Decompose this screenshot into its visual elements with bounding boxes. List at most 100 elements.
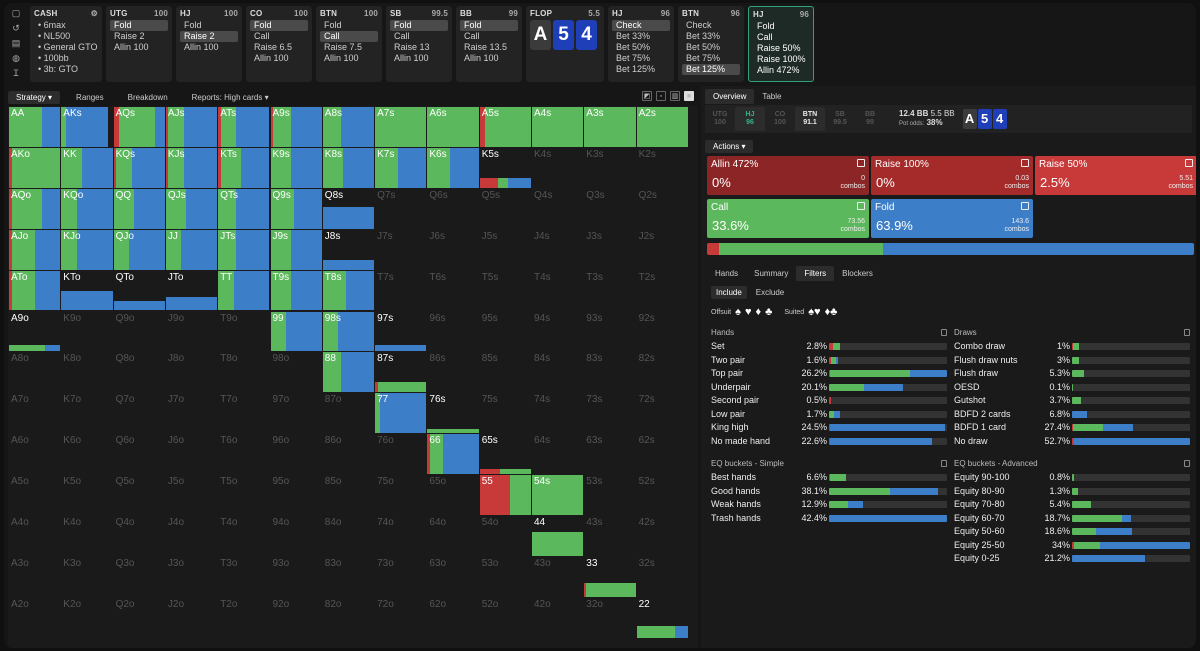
hand-cell[interactable]: K7o [61, 393, 112, 433]
action-box-raise-50-[interactable]: Raise 50% 2.5% 5.51 combos [1035, 156, 1196, 195]
position-chip[interactable]: CO 100 [765, 111, 795, 127]
hand-cell[interactable]: K9s [270, 147, 322, 188]
hand-cell[interactable]: 84o [323, 516, 374, 556]
disk-icon[interactable]: ▤ [11, 38, 21, 48]
hand-cell[interactable]: 64o [427, 516, 478, 556]
hand-cell[interactable]: 52o [480, 598, 531, 638]
hand-cell[interactable]: J7o [166, 393, 217, 433]
position-chip[interactable]: BTN 91.1 [795, 107, 825, 131]
gamepad-icon[interactable]: ◍ [12, 53, 20, 63]
stat-row[interactable]: Set 2.8% [711, 340, 947, 354]
hand-cell[interactable]: T5o [218, 475, 269, 515]
hand-cell[interactable]: J3o [166, 557, 217, 597]
hand-cell[interactable]: 54s [532, 475, 584, 515]
hand-cell[interactable]: 86o [323, 434, 374, 474]
hand-cell[interactable]: 43o [532, 557, 583, 597]
hand-cell[interactable]: 93s [584, 312, 635, 352]
action-option[interactable]: Allin 100 [394, 53, 429, 63]
save-icon[interactable]: ▢ [11, 8, 21, 18]
action-option[interactable]: Bet 33% [616, 31, 651, 41]
hand-cell[interactable]: A4s [532, 107, 584, 147]
hand-cell[interactable]: QJs [165, 188, 218, 229]
hand-cell[interactable]: Q6s [427, 189, 478, 229]
hand-cell[interactable]: 88 [322, 352, 375, 393]
hand-cell[interactable]: 97s [375, 312, 427, 352]
hand-cell[interactable]: Q7o [114, 393, 165, 433]
hand-cell[interactable]: 63s [584, 434, 635, 474]
position-chip[interactable]: BB 99 [855, 111, 885, 127]
stat-row[interactable]: Low pair 1.7% [711, 408, 947, 422]
hand-cell[interactable]: K9o [61, 312, 112, 352]
hand-cell[interactable]: Q9o [114, 312, 165, 352]
hand-cell[interactable]: KK [61, 147, 113, 188]
hand-cell[interactable]: 54o [480, 516, 531, 556]
action-option[interactable]: Allin 100 [114, 42, 149, 52]
action-option[interactable]: Fold [390, 20, 448, 31]
hand-cell[interactable]: 32o [584, 598, 635, 638]
hand-cell[interactable]: J6s [427, 230, 478, 270]
hand-cell[interactable]: 94o [271, 516, 322, 556]
hand-cell[interactable]: 86s [427, 352, 478, 392]
position-chip[interactable]: HJ 96 [735, 107, 765, 131]
hand-cell[interactable]: J4o [166, 516, 217, 556]
hand-cell[interactable]: 85o [323, 475, 374, 515]
stat-row[interactable]: Equity 80-90 1.3% [954, 485, 1190, 499]
hand-cell[interactable]: 94s [532, 312, 583, 352]
hand-cell[interactable]: 95o [271, 475, 322, 515]
hand-cell[interactable]: A4o [9, 516, 60, 556]
action-option[interactable]: Bet 50% [616, 42, 651, 52]
hand-cell[interactable]: J2o [166, 598, 217, 638]
hand-cell[interactable]: Q8o [114, 352, 165, 392]
stat-row[interactable]: Second pair 0.5% [711, 394, 947, 408]
hand-cell[interactable]: A2s [636, 107, 688, 147]
hand-cell[interactable]: Q3o [114, 557, 165, 597]
tab-filters[interactable]: Filters [796, 266, 835, 281]
hand-cell[interactable]: 42s [637, 516, 688, 556]
action-option[interactable]: Bet 125% [682, 64, 740, 75]
hand-cell[interactable]: AJs [165, 107, 218, 147]
hand-cell[interactable]: A7s [375, 107, 427, 147]
hand-cell[interactable]: Q4s [532, 189, 583, 229]
action-option[interactable]: Raise 100% [757, 54, 806, 64]
hand-cell[interactable]: 65o [427, 475, 478, 515]
stat-row[interactable]: Top pair 26.2% [711, 367, 947, 381]
hand-cell[interactable]: K5s [479, 148, 531, 188]
hand-cell[interactable]: 62s [637, 434, 688, 474]
stat-row[interactable]: Equity 25-50 34% [954, 539, 1190, 553]
hand-cell[interactable]: JJ [165, 229, 218, 270]
hand-cell[interactable]: AQs [113, 107, 165, 147]
hand-cell[interactable]: A9s [270, 107, 322, 147]
hand-cell[interactable]: 73s [584, 393, 635, 433]
hand-cell[interactable]: 87s [375, 352, 427, 393]
exclude-button[interactable]: Exclude [755, 288, 785, 297]
position-card-btn[interactable]: BTN 96 Check Bet 33% Bet 50% Bet 75% Bet 125% [678, 6, 744, 82]
hand-cell[interactable]: 83o [323, 557, 374, 597]
club-icon[interactable]: ♣ [765, 306, 773, 318]
stat-row[interactable]: Combo draw 1% [954, 340, 1190, 354]
action-option[interactable]: Fold [110, 20, 168, 31]
hand-cell[interactable]: QTo [113, 271, 165, 311]
hand-cell[interactable]: 92s [637, 312, 688, 352]
action-option[interactable]: Bet 75% [616, 53, 651, 63]
hand-cell[interactable]: A5o [9, 475, 60, 515]
filter-icon[interactable] [1021, 159, 1029, 167]
filter-icon[interactable] [1185, 159, 1193, 167]
suited-diamond-icon[interactable]: ♦♣ [824, 306, 838, 318]
view-mode-icon[interactable]: ■ [684, 91, 694, 101]
tab-reports[interactable]: Reports: High cards ▾ [191, 92, 269, 102]
heart-icon[interactable]: ♥ [744, 306, 752, 318]
hand-cell[interactable]: Q3s [584, 189, 635, 229]
hand-cell[interactable]: T8o [218, 352, 269, 392]
stat-row[interactable]: BDFD 1 card 27.4% [954, 421, 1190, 435]
filter-icon[interactable] [857, 202, 865, 210]
hand-cell[interactable]: Q7s [375, 189, 426, 229]
hand-cell[interactable]: 84s [532, 352, 583, 392]
action-option[interactable]: Raise 13 [394, 42, 430, 52]
hand-cell[interactable]: T8s [322, 270, 375, 311]
hand-cell[interactable]: KJs [165, 147, 218, 188]
hand-cell[interactable]: K8o [61, 352, 112, 392]
hand-cell[interactable]: A8o [9, 352, 60, 392]
hand-cell[interactable]: K3s [584, 148, 635, 188]
hand-cell[interactable]: 74o [375, 516, 426, 556]
hand-cell[interactable]: KQo [61, 188, 113, 229]
